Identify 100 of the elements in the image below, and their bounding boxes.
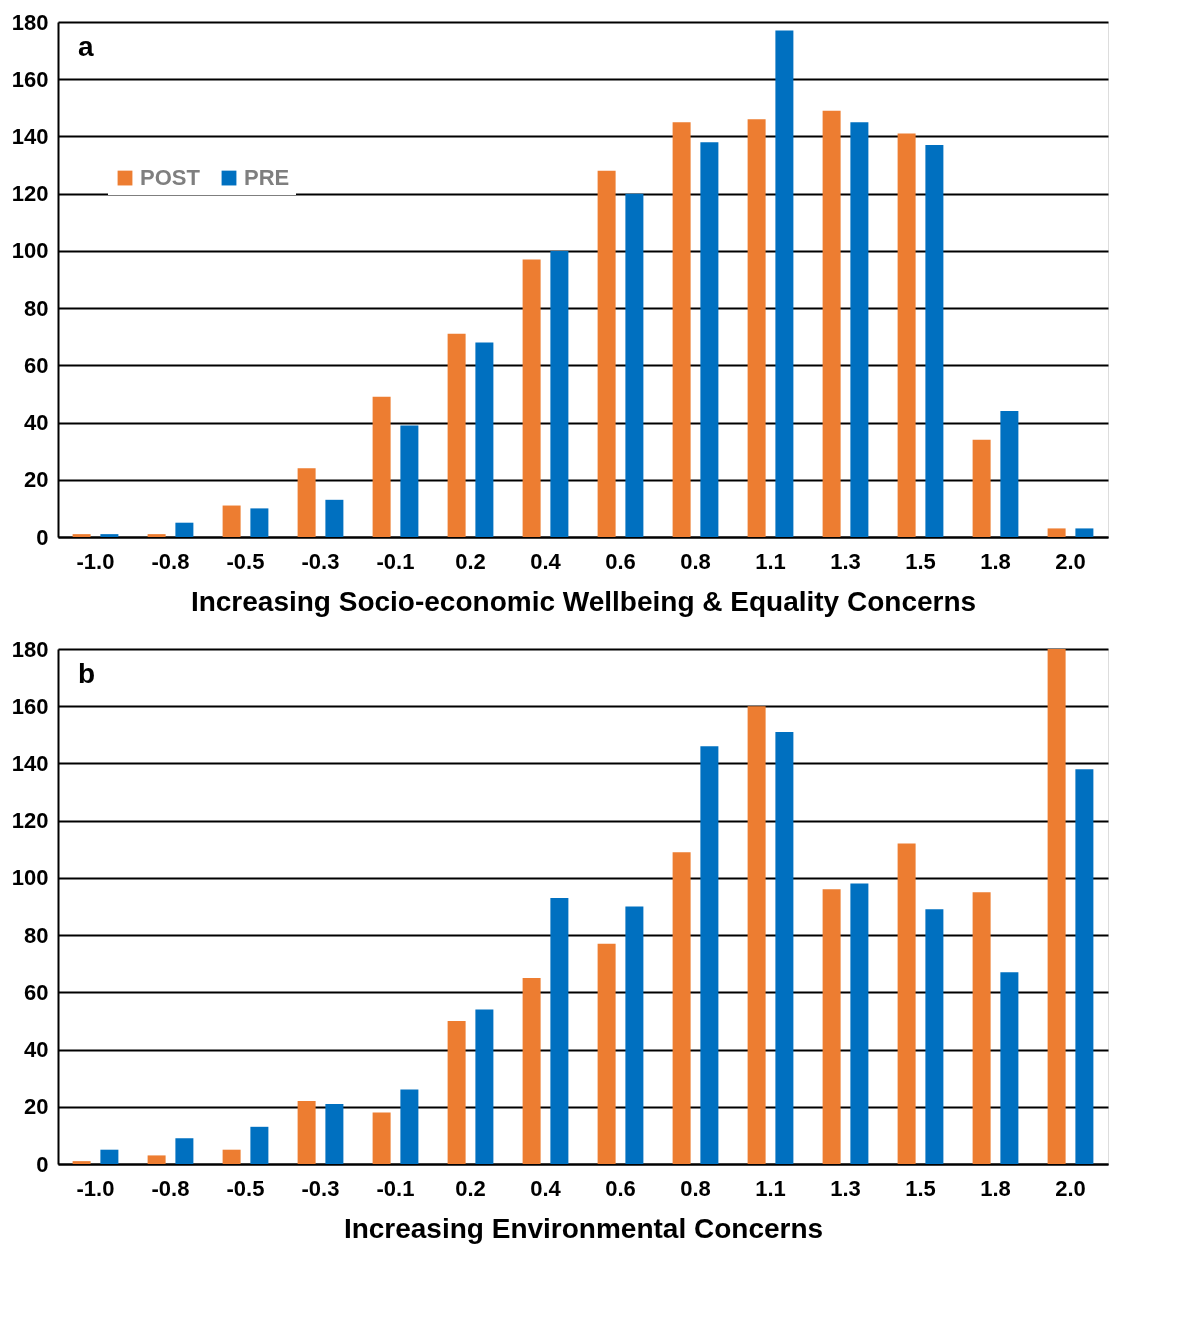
x-tick-label: 0.2 [455, 548, 486, 574]
bar [250, 1126, 269, 1164]
bar [850, 883, 869, 1164]
x-tick-label: -0.1 [376, 548, 415, 574]
y-tick-label: 120 [11, 808, 49, 834]
x-tick-label: 2.0 [1055, 1175, 1086, 1201]
x-tick-label: -0.3 [301, 1175, 340, 1201]
bar [897, 843, 916, 1164]
bar [222, 505, 241, 537]
bar [372, 396, 391, 537]
bar [100, 534, 119, 537]
bar [700, 142, 719, 537]
bar [400, 1089, 419, 1164]
bar [925, 909, 944, 1164]
bar [147, 534, 166, 537]
bar [100, 1149, 119, 1164]
y-tick-label: 120 [11, 181, 49, 207]
x-tick-label: 1.5 [905, 548, 936, 574]
y-tick-label: 0 [36, 524, 49, 550]
bar [1047, 649, 1066, 1164]
bar [1047, 528, 1066, 537]
y-tick-label: 140 [11, 123, 49, 149]
bar [1075, 769, 1094, 1164]
x-tick-label: 1.3 [830, 1175, 861, 1201]
bar [972, 892, 991, 1164]
x-tick-label: -0.5 [226, 1175, 265, 1201]
x-tick-label: 1.8 [980, 1175, 1011, 1201]
bar [597, 170, 616, 537]
x-tick-label: -1.0 [76, 1175, 115, 1201]
legend-label: POST [140, 165, 201, 191]
x-tick-label: 0.4 [530, 548, 562, 574]
x-tick-label: -0.3 [301, 548, 340, 574]
y-tick-label: 100 [11, 238, 49, 264]
x-tick-label: 1.3 [830, 548, 861, 574]
bar [297, 468, 316, 537]
bar [522, 978, 541, 1164]
y-tick-label: 40 [24, 410, 49, 436]
x-tick-label: -0.5 [226, 548, 265, 574]
legend-label: PRE [244, 165, 290, 191]
bar [822, 889, 841, 1164]
x-tick-label: 0.4 [530, 1175, 562, 1201]
x-axis-title: Increasing Socio-economic Wellbeing & Equality Concerns [190, 585, 977, 617]
bar [325, 499, 344, 537]
annotation: a [78, 31, 94, 62]
y-tick-label: 0 [36, 1151, 49, 1177]
bar [972, 439, 991, 537]
bar [597, 943, 616, 1164]
bar [297, 1101, 316, 1164]
x-tick-label: -1.0 [76, 548, 115, 574]
x-tick-label: 2.0 [1055, 548, 1086, 574]
x-tick-label: 0.2 [455, 1175, 486, 1201]
bar [1075, 528, 1094, 537]
x-tick-label: -0.8 [151, 1175, 190, 1201]
bar [672, 852, 691, 1164]
bar [175, 522, 194, 537]
y-tick-label: 80 [24, 295, 49, 321]
bar [325, 1103, 344, 1164]
bar [625, 193, 644, 537]
y-tick-label: 140 [11, 750, 49, 776]
bar [775, 731, 794, 1164]
x-tick-label: 0.8 [680, 1175, 711, 1201]
y-tick-label: 160 [11, 693, 49, 719]
y-tick-label: 100 [11, 865, 49, 891]
x-tick-label: 0.6 [605, 548, 636, 574]
bar [250, 508, 269, 537]
bar [72, 1161, 91, 1164]
bar [175, 1138, 194, 1164]
y-tick-label: 60 [24, 352, 49, 378]
x-tick-label: -0.1 [376, 1175, 415, 1201]
x-tick-label: 1.1 [755, 1175, 786, 1201]
bar [475, 1009, 494, 1164]
bar [850, 122, 869, 537]
bar [822, 110, 841, 537]
x-tick-label: 0.8 [680, 548, 711, 574]
y-tick-label: 20 [24, 1094, 49, 1120]
y-tick-label: 60 [24, 979, 49, 1005]
x-axis-title: Increasing Environmental Concerns [343, 1212, 824, 1244]
y-tick-label: 80 [24, 922, 49, 948]
y-tick-label: 180 [11, 9, 49, 35]
bar [775, 30, 794, 537]
x-tick-label: 1.5 [905, 1175, 936, 1201]
bar [1000, 972, 1019, 1164]
y-tick-label: 180 [11, 636, 49, 662]
bar [400, 425, 419, 537]
bar [550, 897, 569, 1164]
bar [475, 342, 494, 537]
bar [522, 259, 541, 537]
bar [625, 906, 644, 1164]
bar [1000, 411, 1019, 537]
bar [550, 250, 569, 537]
bar [925, 145, 944, 537]
y-tick-label: 40 [24, 1037, 49, 1063]
bar [897, 133, 916, 537]
y-tick-label: 160 [11, 66, 49, 92]
bar [147, 1155, 166, 1164]
x-tick-label: -0.8 [151, 548, 190, 574]
bar [72, 534, 91, 537]
bar [672, 122, 691, 537]
x-tick-label: 1.1 [755, 548, 786, 574]
bar [447, 333, 466, 537]
